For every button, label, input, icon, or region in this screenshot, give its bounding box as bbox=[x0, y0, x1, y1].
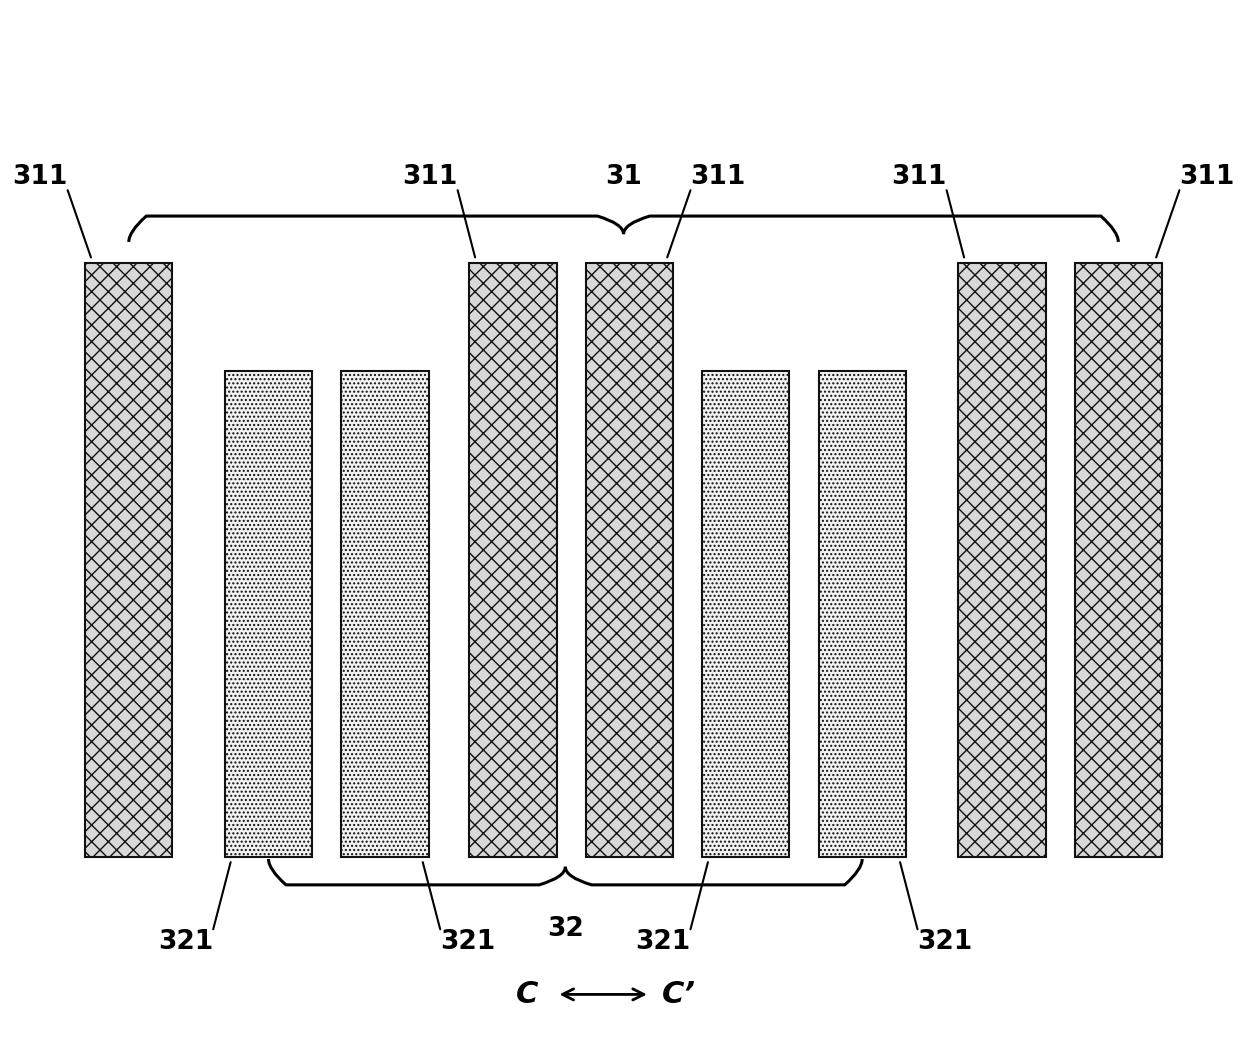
Bar bbox=[86, 263, 172, 857]
Text: C’: C’ bbox=[662, 979, 696, 1009]
Text: 311: 311 bbox=[1179, 165, 1235, 191]
Text: 311: 311 bbox=[12, 165, 68, 191]
Bar bbox=[702, 371, 790, 857]
Text: 32: 32 bbox=[547, 916, 584, 942]
Text: 311: 311 bbox=[892, 165, 946, 191]
Bar bbox=[1075, 263, 1162, 857]
Text: 311: 311 bbox=[402, 165, 458, 191]
Bar bbox=[959, 263, 1045, 857]
Text: 321: 321 bbox=[440, 929, 496, 956]
Text: 31: 31 bbox=[605, 165, 642, 191]
Text: C: C bbox=[516, 979, 538, 1009]
Text: 311: 311 bbox=[691, 165, 746, 191]
Text: 321: 321 bbox=[918, 929, 972, 956]
Bar bbox=[818, 371, 906, 857]
Bar bbox=[585, 263, 673, 857]
Bar bbox=[341, 371, 429, 857]
Bar bbox=[224, 371, 312, 857]
Text: 321: 321 bbox=[635, 929, 691, 956]
Bar bbox=[469, 263, 557, 857]
Text: 321: 321 bbox=[157, 929, 213, 956]
